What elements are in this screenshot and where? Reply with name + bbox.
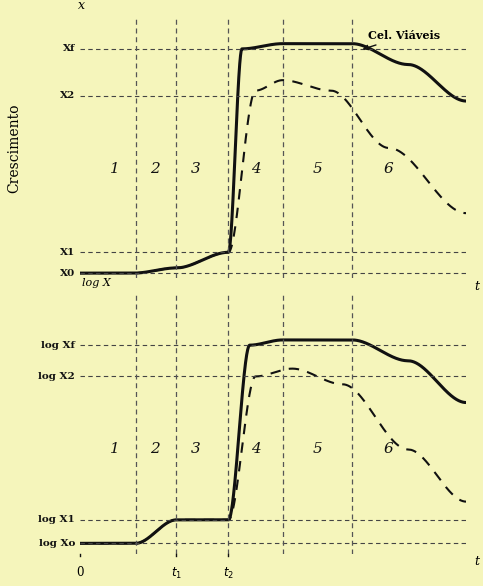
Text: Xf: Xf [63,45,75,53]
Text: 3: 3 [191,162,200,176]
Text: t: t [474,555,479,568]
Text: 0: 0 [76,565,84,578]
Text: log Xo: log Xo [39,539,75,548]
Text: X0: X0 [60,268,75,278]
Text: log Xf: log Xf [41,340,75,350]
Text: 2: 2 [150,162,160,176]
Text: 4: 4 [251,442,260,456]
Text: log X2: log X2 [38,372,75,381]
Text: 1: 1 [110,442,119,456]
Text: log X1: log X1 [38,515,75,524]
Text: X1: X1 [60,248,75,257]
Text: 6: 6 [384,162,394,176]
Text: 5: 5 [313,442,322,456]
Text: 1: 1 [110,162,119,176]
Text: x: x [78,0,85,12]
Text: t: t [474,280,479,292]
Text: 2: 2 [150,442,160,456]
Text: 3: 3 [191,442,200,456]
Text: log X: log X [82,278,111,288]
Text: Crescimento: Crescimento [7,103,21,193]
Text: 6: 6 [384,442,394,456]
Text: Cel. Viáveis: Cel. Viáveis [364,30,440,50]
Text: 4: 4 [251,162,260,176]
Text: 5: 5 [313,162,322,176]
Text: $t_2$: $t_2$ [223,565,234,581]
Text: X2: X2 [60,91,75,100]
Text: $t_1$: $t_1$ [171,565,182,581]
